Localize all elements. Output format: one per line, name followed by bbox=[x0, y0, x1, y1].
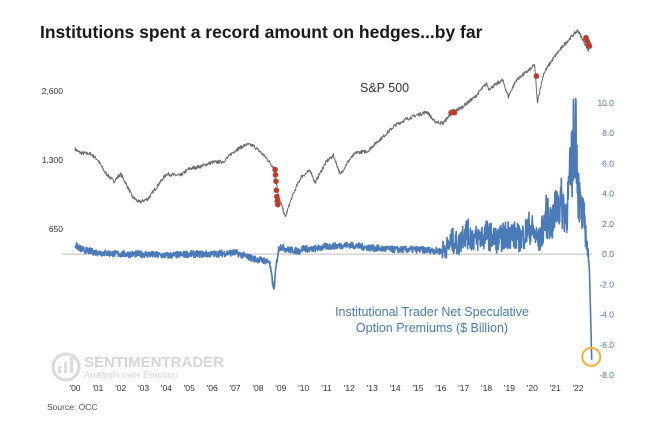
x-tick-label: '01 bbox=[92, 383, 103, 393]
x-tick-label: '19 bbox=[504, 383, 515, 393]
left-tick-label: 650 bbox=[49, 224, 63, 234]
x-tick-label: '04 bbox=[161, 383, 172, 393]
right-tick-label: -4.0 bbox=[599, 310, 614, 320]
x-tick-label: '13 bbox=[367, 383, 378, 393]
watermark-tagline: Analysis over Emotion bbox=[84, 370, 178, 381]
x-tick-label: '03 bbox=[138, 383, 149, 393]
hedge-marker-point bbox=[533, 73, 540, 79]
record-highlight-circle bbox=[581, 346, 602, 367]
hedge-marker-point bbox=[586, 43, 593, 49]
hedge-marker-point bbox=[272, 172, 279, 178]
watermark-logo-icon bbox=[51, 352, 81, 382]
left-tick-label: 1,300 bbox=[42, 155, 64, 165]
x-tick-label: '06 bbox=[207, 383, 218, 393]
right-tick-label: 0.0 bbox=[602, 249, 614, 259]
right-tick-label: -8.0 bbox=[599, 370, 614, 380]
right-tick-label: 10.0 bbox=[597, 98, 614, 108]
hedge-marker-point bbox=[273, 178, 279, 185]
premium-label-line-2: Option Premiums ($ Billion) bbox=[356, 321, 508, 335]
x-tick-label: '18 bbox=[481, 383, 492, 393]
hedge-marker-point bbox=[272, 166, 278, 173]
x-axis-ticks: '00 '01 '02 '03 '04 '05 '06 '07 '08 '09 '10 '11 '12 '… bbox=[69, 383, 583, 393]
spx-series-line bbox=[74, 29, 590, 218]
premium-series-line bbox=[74, 97, 593, 360]
hedge-marker-point bbox=[275, 201, 281, 208]
x-tick-label: '17 bbox=[458, 383, 469, 393]
x-tick-label: '10 bbox=[298, 383, 309, 393]
hedge-marker-point bbox=[273, 187, 280, 193]
x-tick-label: '05 bbox=[184, 383, 195, 393]
right-tick-label: 6.0 bbox=[602, 158, 614, 168]
right-tick-label: -2.0 bbox=[599, 279, 614, 289]
chart-title: Institutions spent a record amount on he… bbox=[40, 22, 483, 42]
x-tick-label: '12 bbox=[344, 383, 355, 393]
x-tick-label: '22 bbox=[572, 383, 583, 393]
watermark-name: SENTIMENTRADER bbox=[84, 354, 224, 371]
right-tick-label: 4.0 bbox=[602, 189, 614, 199]
left-axis-ticks: 2,600 1,300 650 bbox=[42, 86, 64, 234]
x-tick-label: '02 bbox=[115, 383, 126, 393]
hedge-marker-point bbox=[451, 109, 458, 116]
sentimentrader-watermark: SENTIMENTRADER Analysis over Emotion bbox=[51, 352, 224, 382]
hedge-markers bbox=[272, 34, 593, 208]
x-tick-label: '21 bbox=[550, 383, 561, 393]
x-tick-label: '07 bbox=[230, 383, 241, 393]
spx-label: S&P 500 bbox=[360, 81, 409, 95]
right-tick-label: -6.0 bbox=[599, 340, 614, 350]
right-tick-label: 8.0 bbox=[602, 128, 614, 138]
left-tick-label: 2,600 bbox=[42, 86, 64, 96]
x-tick-label: '11 bbox=[321, 383, 332, 393]
x-tick-label: '20 bbox=[527, 383, 538, 393]
hedge-marker-point bbox=[274, 193, 280, 200]
source-note: Source: OCC bbox=[47, 402, 98, 412]
x-tick-label: '15 bbox=[412, 383, 423, 393]
x-tick-label: '00 bbox=[69, 383, 80, 393]
x-tick-label: '16 bbox=[435, 383, 446, 393]
x-tick-label: '14 bbox=[390, 383, 401, 393]
x-tick-label: '08 bbox=[252, 383, 263, 393]
right-axis-ticks: 10.0 8.0 6.0 4.0 2.0 0.0 -2.0 -4.0 -6.0 -8.0 bbox=[597, 98, 614, 380]
x-tick-label: '09 bbox=[275, 383, 286, 393]
right-tick-label: 2.0 bbox=[602, 219, 614, 229]
premium-label-line-1: Institutional Trader Net Speculative bbox=[335, 305, 529, 319]
